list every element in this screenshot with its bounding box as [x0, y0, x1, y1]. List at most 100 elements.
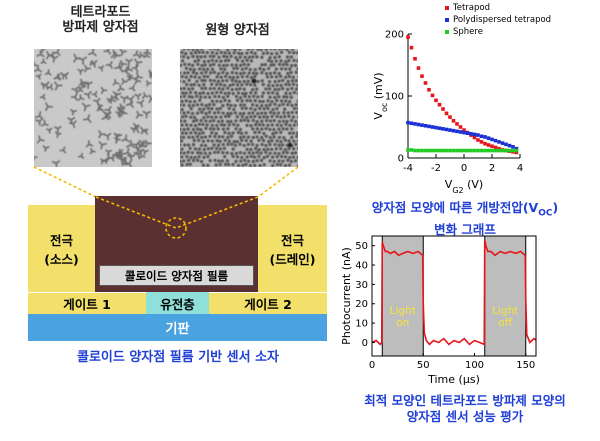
- sphere-particle: [276, 111, 281, 115]
- sphere-particle: [241, 91, 245, 96]
- tetrapod-particle: [74, 86, 80, 91]
- sphere-particle: [186, 49, 191, 51]
- sphere-particle: [208, 54, 212, 58]
- sphere-particle: [206, 106, 210, 111]
- sphere-particle: [279, 139, 283, 144]
- sphere-particle: [271, 83, 275, 88]
- sphere-particle: [260, 142, 264, 147]
- sphere-particle: [180, 50, 184, 55]
- sphere-particle: [190, 87, 195, 91]
- voc-point: [465, 148, 470, 153]
- sphere-particle: [290, 127, 294, 131]
- sphere-particle: [221, 135, 225, 139]
- sphere-particle: [245, 123, 249, 128]
- sphere-particle: [214, 82, 219, 87]
- sphere-particle: [183, 143, 187, 147]
- sphere-particle: [180, 63, 183, 67]
- sphere-particle: [205, 67, 210, 71]
- tetrapod-particle: [87, 114, 91, 120]
- tetrapod-particle: [92, 99, 99, 103]
- film-label-box: 콜로이드 양자점 필름: [99, 265, 254, 286]
- zoom-overlay: [95, 196, 259, 239]
- sphere-particle: [191, 70, 195, 75]
- sphere-particle: [182, 55, 186, 59]
- sphere-particle: [223, 59, 228, 63]
- sphere-particle: [203, 95, 207, 99]
- sphere-particle: [235, 115, 239, 119]
- sphere-particle: [255, 71, 259, 76]
- sphere-particle: [215, 139, 219, 143]
- sphere-particle: [270, 59, 274, 64]
- sphere-particle: [230, 151, 234, 156]
- sphere-particle: [180, 87, 183, 91]
- sphere-particle: [271, 91, 275, 95]
- sphere-particle: [253, 99, 257, 103]
- sphere-particle: [253, 130, 257, 135]
- zoom-line-right-inner: [175, 196, 259, 229]
- voc-point: [472, 132, 477, 137]
- sphere-particle: [268, 151, 272, 156]
- sphere-particle: [257, 138, 261, 143]
- voc-legend-label: Tetrapod: [452, 3, 490, 13]
- sphere-particle: [231, 82, 235, 87]
- sphere-particle: [188, 162, 192, 166]
- voc-point: [416, 66, 421, 70]
- tetrapod-particle: [68, 122, 75, 125]
- sphere-particle: [287, 142, 293, 148]
- voc-legend-marker: [445, 30, 449, 34]
- tetrapod-particle: [74, 96, 78, 101]
- sphere-particle: [296, 106, 298, 111]
- sphere-particle: [238, 135, 243, 140]
- sphere-particle: [229, 103, 233, 108]
- sphere-particle: [293, 151, 298, 155]
- sphere-particle: [218, 162, 222, 167]
- sphere-particle: [255, 159, 259, 163]
- tem-left-title-line1: 테트라포드: [70, 5, 131, 20]
- sphere-particle: [277, 62, 282, 67]
- sphere-particle: [248, 67, 252, 72]
- sphere-particle: [223, 51, 227, 55]
- sphere-particle: [277, 151, 281, 156]
- sphere-particle: [292, 106, 297, 111]
- sphere-particle: [182, 94, 186, 99]
- tetrapod-particle: [144, 128, 149, 133]
- sphere-particle: [296, 139, 298, 143]
- sphere-particle: [259, 111, 264, 115]
- sphere-particle: [225, 71, 229, 76]
- sphere-particle: [232, 122, 236, 127]
- sphere-particle: [279, 130, 283, 135]
- sphere-particle: [229, 54, 233, 58]
- sphere-particle: [230, 63, 234, 67]
- sphere-particle: [191, 103, 196, 108]
- sphere-particle: [277, 103, 282, 108]
- sphere-particle: [207, 110, 212, 114]
- sphere-particle: [188, 99, 192, 104]
- sphere-particle: [288, 91, 292, 96]
- sphere-particle: [277, 71, 281, 76]
- sphere-particle: [234, 151, 239, 156]
- sphere-particle: [261, 138, 266, 143]
- sphere-particle: [193, 155, 197, 160]
- tetrapod-particle: [46, 128, 51, 132]
- sphere-particle: [242, 158, 247, 163]
- sphere-particle: [265, 75, 270, 79]
- sphere-particle: [197, 155, 201, 159]
- sphere-particle: [240, 99, 244, 103]
- tetrapod-particle: [126, 97, 132, 100]
- tem-right-title: 원형 양자점: [205, 23, 270, 38]
- tetrapod-particle: [126, 144, 132, 148]
- sphere-particle: [221, 150, 225, 155]
- sphere-particle: [273, 55, 277, 60]
- sphere-particle: [295, 51, 298, 55]
- sphere-particle: [227, 106, 231, 111]
- voc-point: [511, 145, 515, 149]
- sphere-particle: [210, 107, 214, 111]
- substrate-layer: 기판: [28, 314, 327, 341]
- device-overlay: [33, 166, 299, 198]
- sphere-particle: [196, 58, 201, 63]
- voc-point: [465, 131, 470, 135]
- sphere-particle: [210, 50, 215, 55]
- tetrapod-particle: [38, 73, 42, 78]
- tetrapod-particle: [78, 155, 83, 158]
- voc-point: [413, 148, 417, 153]
